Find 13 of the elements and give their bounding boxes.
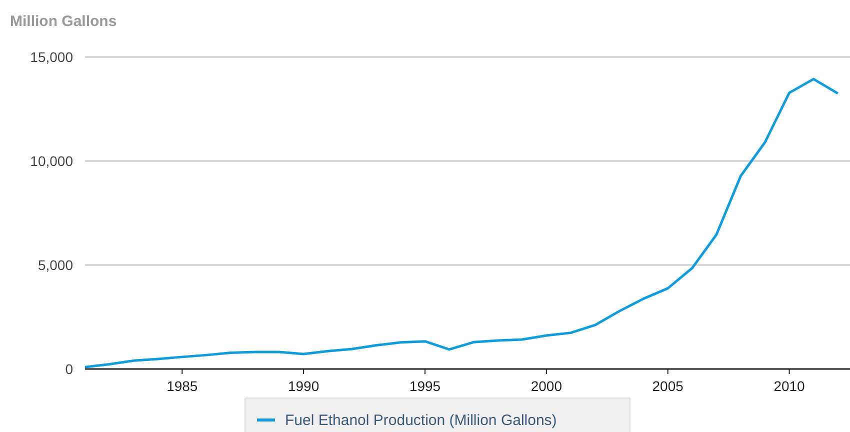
y-tick-label: 10,000 xyxy=(30,153,74,169)
y-tick-label: 5,000 xyxy=(38,257,74,273)
line-series xyxy=(84,78,840,368)
legend-label: Fuel Ethanol Production (Million Gallons) xyxy=(285,412,557,429)
y-axis-title: Million Gallons xyxy=(10,13,117,30)
x-tick-label: 1985 xyxy=(166,378,198,394)
x-tick-label: 2005 xyxy=(652,378,684,394)
x-tick-label: 2000 xyxy=(530,378,562,394)
x-tick-label: 2010 xyxy=(774,378,806,394)
x-tick-label: 1990 xyxy=(288,378,320,394)
y-tick-label: 0 xyxy=(65,361,74,377)
x-tick-label: 1995 xyxy=(409,378,441,394)
y-tick-label: 15,000 xyxy=(30,49,74,65)
